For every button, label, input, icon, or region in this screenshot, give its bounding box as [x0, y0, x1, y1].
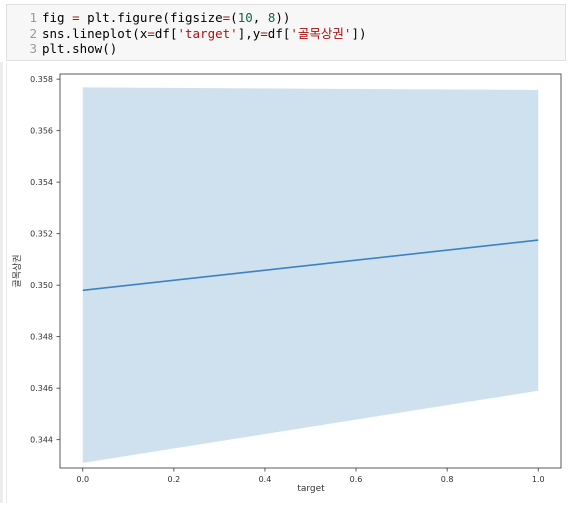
code-token: =	[260, 25, 268, 41]
code-token: 10	[237, 10, 253, 25]
code-token: =	[222, 10, 231, 25]
line-number: 1	[29, 10, 37, 25]
x-axis-label: target	[297, 484, 325, 494]
code-token: =	[147, 25, 155, 41]
code-token: sns.lineplot(x	[42, 25, 148, 41]
confidence-band	[82, 87, 539, 463]
y-tick-label: 0.358	[30, 75, 53, 84]
code-token: plt.figure(figsize	[79, 10, 223, 25]
line-number: 2	[29, 25, 37, 41]
output-area: 0.0 0.2 0.4 0.6 0.8 1.0 0.344 0.346 0.348 0.350 0…	[6, 63, 567, 503]
y-tick-label: 0.352	[30, 230, 53, 239]
y-axis-label: 골목상권	[11, 254, 23, 287]
y-tick-label: 0.350	[30, 281, 53, 290]
code-token: plt.show()	[42, 41, 118, 56]
code-line[interactable]: 2 sns.lineplot(x=df['target'],y=df['골목상권'…	[7, 26, 565, 41]
code-token: '골목상권'	[290, 25, 352, 41]
code-text: fig = plt.figure(figsize=(10, 8))	[42, 10, 290, 25]
x-tick-label: 0.4	[259, 475, 272, 484]
code-cell[interactable]: 1 fig = plt.figure(figsize=(10, 8)) 2 sns.l…	[6, 4, 566, 61]
x-tick-label: 0.0	[76, 475, 89, 484]
code-token: ))	[275, 10, 291, 25]
code-text: sns.lineplot(x=df['target'],y=df['골목상권']…	[42, 26, 367, 41]
code-line[interactable]: 1 fig = plt.figure(figsize=(10, 8))	[7, 10, 565, 25]
y-tick-label: 0.354	[30, 178, 53, 187]
y-tick-label: 0.344	[30, 436, 53, 445]
cell-left-bar	[0, 62, 3, 503]
code-token: ],y	[237, 25, 261, 41]
code-token: (	[230, 10, 238, 25]
x-tick-label: 0.2	[167, 475, 180, 484]
line-number: 3	[29, 41, 37, 56]
code-token: ])	[351, 25, 367, 41]
code-token: ,	[252, 10, 268, 25]
y-tick-label: 0.356	[30, 127, 53, 136]
code-token: df[	[154, 25, 178, 41]
code-token: fig	[42, 10, 73, 25]
series-line	[82, 239, 539, 292]
code-token: 8	[267, 10, 276, 25]
x-tick-label: 1.0	[532, 475, 545, 484]
code-token: 'target'	[177, 25, 238, 41]
code-text: plt.show()	[42, 41, 117, 56]
y-tick-label: 0.346	[30, 384, 53, 393]
x-tick-label: 0.6	[350, 475, 363, 484]
x-tick-label: 0.8	[441, 475, 454, 484]
y-tick-label: 0.348	[30, 333, 53, 342]
lineplot-chart: 0.0 0.2 0.4 0.6 0.8 1.0 0.344 0.346 0.348 0.350 0…	[11, 73, 562, 494]
code-token: =	[72, 10, 80, 25]
code-line[interactable]: 3 plt.show()	[7, 41, 565, 56]
code-token: df[	[267, 25, 291, 41]
